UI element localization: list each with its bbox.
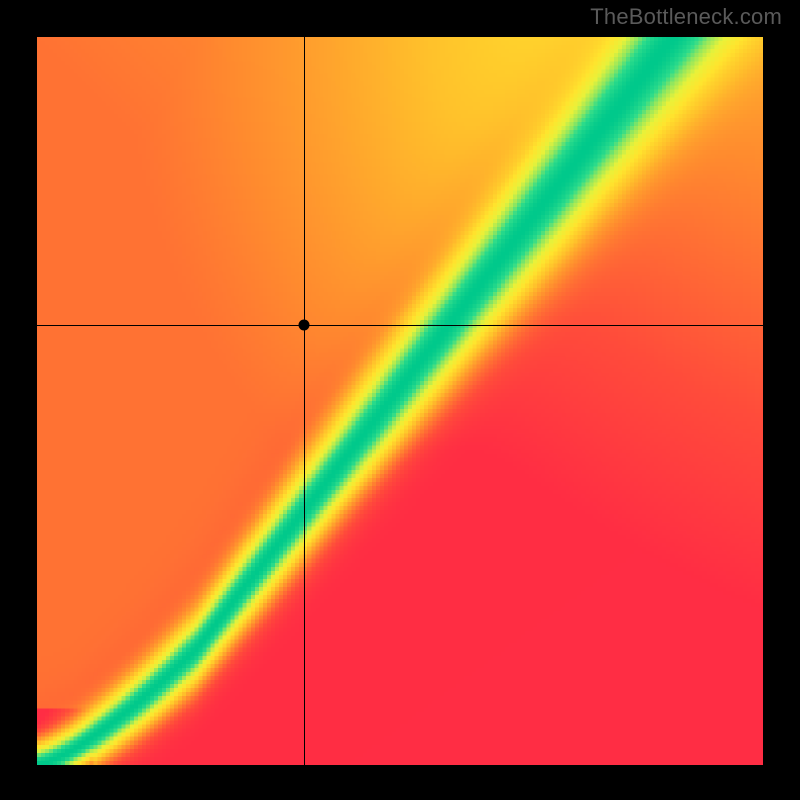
plot-area [37,37,763,765]
crosshair-horizontal [37,325,763,326]
watermark-text: TheBottleneck.com [590,4,782,30]
crosshair-marker [299,319,310,330]
heatmap-canvas [37,37,763,765]
crosshair-vertical [304,37,305,765]
chart-frame: TheBottleneck.com [0,0,800,800]
